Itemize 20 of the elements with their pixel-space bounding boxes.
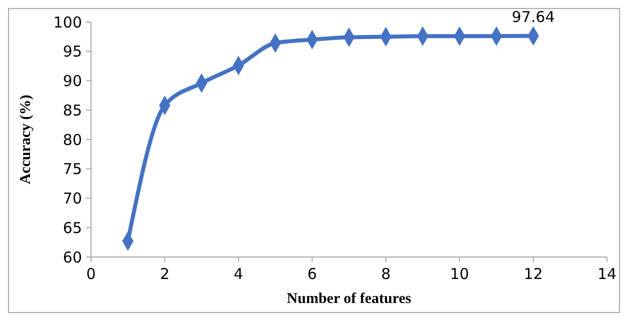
x-tick-label: 10 <box>450 265 470 283</box>
annotation: 97.64 <box>512 8 555 26</box>
y-tick-label: 65 <box>62 218 82 237</box>
x-axis-title: Number of features <box>286 291 412 307</box>
x-tick-label: 12 <box>524 265 543 283</box>
x-tick-label: 2 <box>160 265 170 283</box>
x-tick-label: 6 <box>307 265 317 283</box>
x-tick-label: 14 <box>597 265 617 283</box>
y-tick-label: 85 <box>62 101 82 120</box>
y-tick-label: 70 <box>62 190 82 208</box>
y-tick-label: 95 <box>62 42 82 61</box>
y-tick-label: 100 <box>53 13 82 32</box>
y-tick-label: 75 <box>62 160 82 178</box>
y-axis-title: Accuracy (%) <box>18 94 34 184</box>
x-tick-label: 4 <box>234 265 244 283</box>
y-tick-label: 90 <box>62 72 82 90</box>
x-tick-label: 0 <box>86 265 96 283</box>
x-tick-label: 8 <box>381 265 391 283</box>
y-tick-label: 80 <box>62 130 82 149</box>
y-tick-label: 60 <box>62 248 82 266</box>
